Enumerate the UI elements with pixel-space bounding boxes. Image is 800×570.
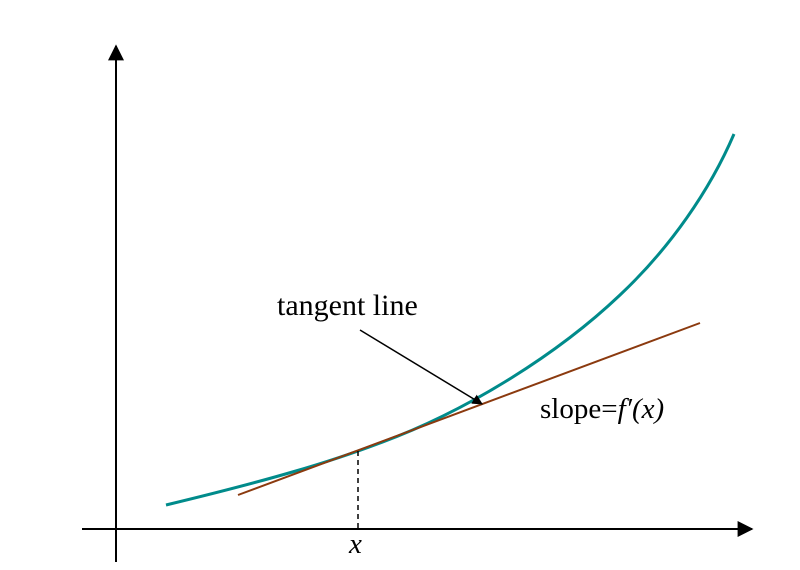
tangent-line-label: tangent line — [277, 289, 418, 322]
tangent-line — [237, 322, 701, 496]
function-curve — [165, 133, 736, 507]
slope-expression: f′(x) — [618, 393, 665, 425]
slope-label: slope=f′(x) — [540, 393, 664, 425]
x-label: x — [348, 528, 362, 560]
annotation-arrow — [359, 329, 483, 405]
